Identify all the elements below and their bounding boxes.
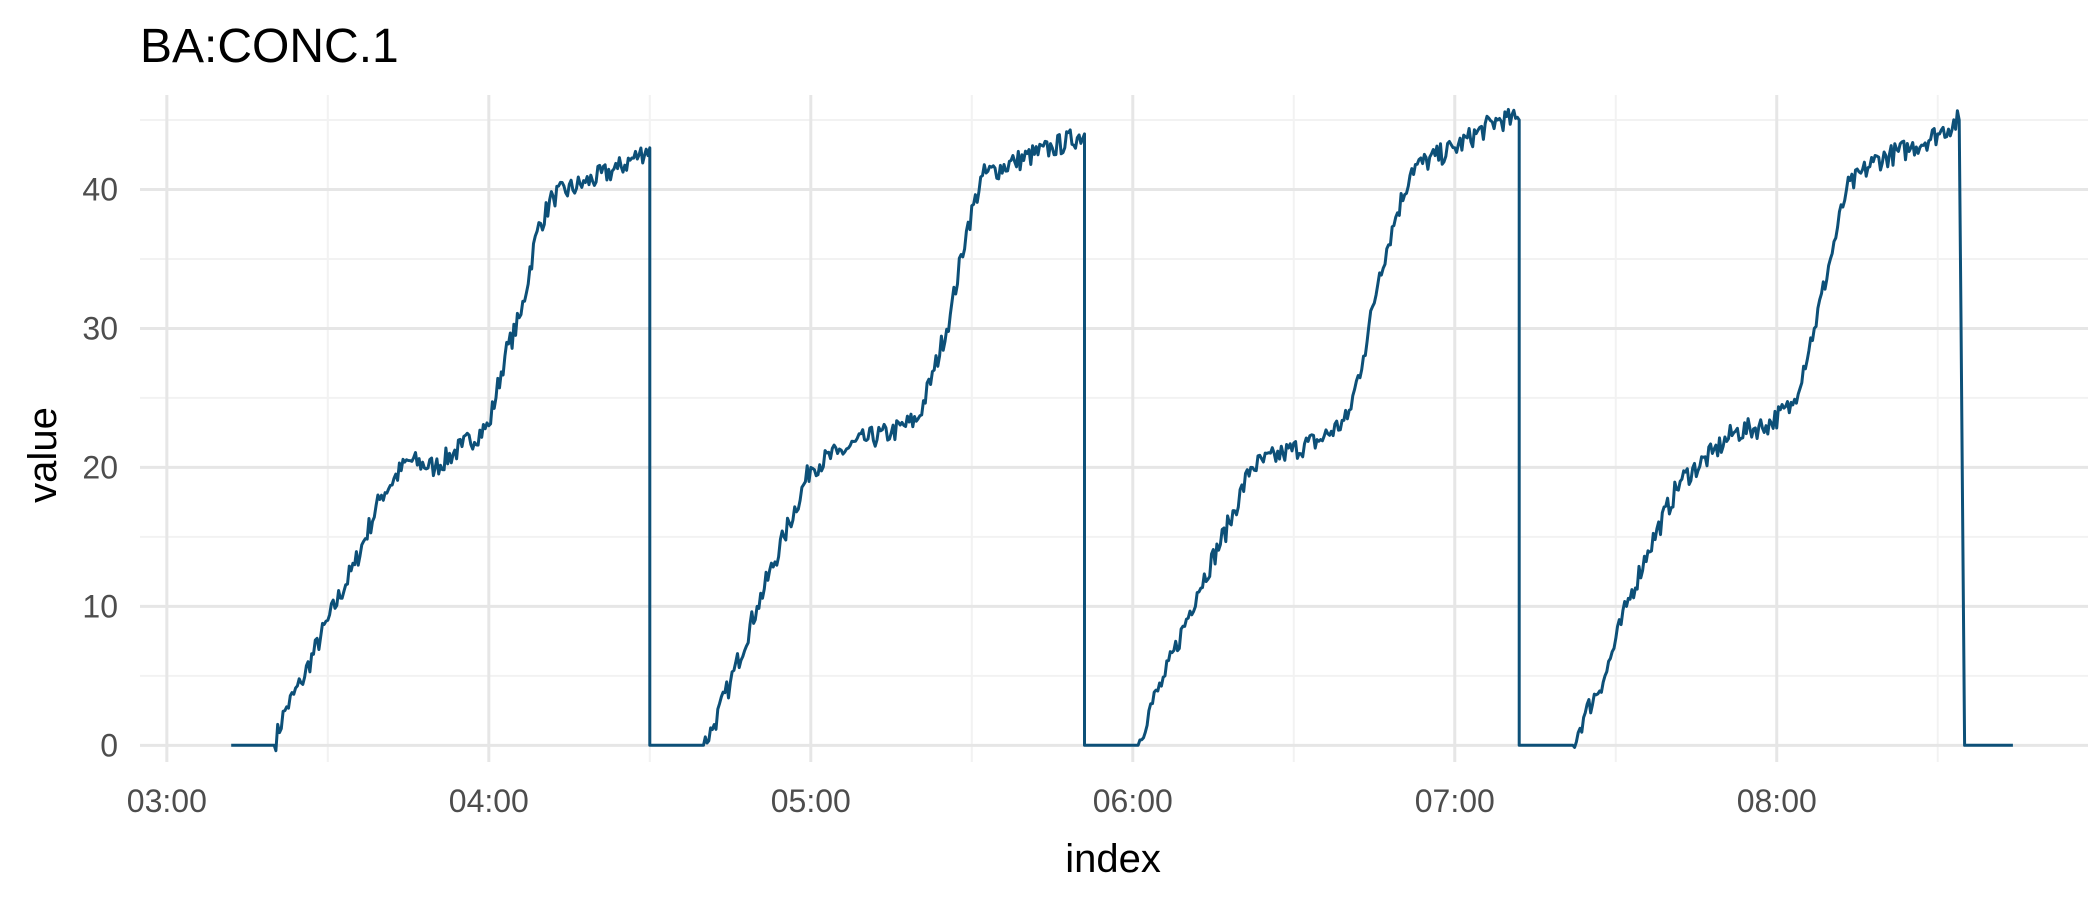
- y-tick-label: 0: [100, 727, 118, 763]
- chart-title: BA:CONC.1: [140, 20, 399, 73]
- x-tick-label: 08:00: [1737, 783, 1817, 819]
- series-line: [231, 107, 2013, 753]
- y-tick-label: 30: [82, 310, 118, 346]
- x-tick-label: 04:00: [449, 783, 529, 819]
- minor-gridlines: [140, 95, 2088, 762]
- x-axis-tick-labels: 03:00 04:00 05:00 06:00 07:00 08:00: [127, 783, 1817, 819]
- y-tick-label: 20: [82, 449, 118, 485]
- x-tick-label: 07:00: [1415, 783, 1495, 819]
- x-axis-title: index: [1065, 837, 1161, 881]
- x-tick-label: 03:00: [127, 783, 207, 819]
- y-tick-label: 10: [82, 588, 118, 624]
- x-tick-label: 06:00: [1093, 783, 1173, 819]
- y-axis-title: value: [21, 407, 65, 503]
- y-tick-label: 40: [82, 171, 118, 207]
- x-tick-label: 05:00: [771, 783, 851, 819]
- major-gridlines: [140, 95, 2088, 762]
- y-axis-tick-labels: 0 10 20 30 40: [82, 171, 118, 763]
